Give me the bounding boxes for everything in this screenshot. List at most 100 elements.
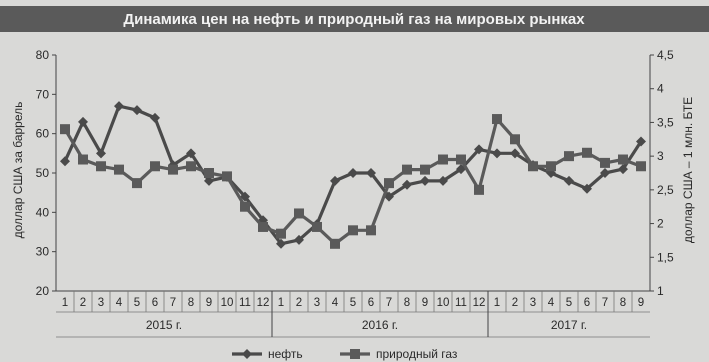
data-point	[636, 136, 646, 147]
data-point	[582, 147, 592, 158]
data-point	[510, 148, 520, 159]
data-point	[564, 175, 574, 186]
data-point	[276, 228, 286, 239]
category-label: 6	[152, 297, 158, 309]
data-point	[60, 124, 70, 135]
left-tick-label: 20	[36, 284, 50, 298]
category-label: 9	[206, 297, 212, 309]
axes	[55, 55, 651, 338]
data-point	[96, 161, 106, 172]
category-label: 2	[512, 297, 518, 309]
data-point	[456, 154, 466, 165]
category-label: 11	[239, 297, 251, 309]
data-point	[222, 171, 232, 182]
data-point	[402, 164, 412, 175]
data-point	[132, 105, 142, 116]
data-point	[150, 161, 160, 172]
data-point	[150, 112, 160, 123]
data-point	[132, 178, 142, 189]
category-label: 7	[170, 297, 176, 309]
data-point	[294, 208, 304, 219]
data-point	[60, 156, 70, 167]
right-tick-label: 1,5	[657, 250, 674, 264]
right-tick-label: 3,5	[657, 115, 674, 129]
category-label: 7	[386, 297, 392, 309]
legend-label: природный газ	[376, 347, 458, 361]
data-point	[402, 179, 412, 190]
data-point	[114, 164, 124, 175]
category-label: 2	[80, 297, 86, 309]
series-oil	[60, 101, 646, 249]
data-point	[96, 148, 106, 159]
category-label: 11	[455, 297, 467, 309]
data-point	[168, 164, 178, 175]
data-point	[312, 221, 322, 232]
data-point	[294, 234, 304, 245]
legend-item: природный газ	[340, 347, 458, 361]
left-tick-label: 60	[36, 127, 50, 141]
data-point	[636, 161, 646, 172]
left-axis-label: доллар США за баррель	[11, 102, 25, 239]
data-point	[474, 184, 484, 195]
category-label: 6	[584, 297, 590, 309]
category-label: 5	[566, 297, 572, 309]
left-tick-label: 70	[36, 87, 50, 101]
category-label: 10	[437, 297, 450, 309]
year-label: 2015 г.	[146, 318, 182, 332]
category-label: 4	[116, 297, 123, 309]
left-axis-ticks: 20 30 40 50 60 70 80	[36, 48, 56, 298]
series-gas	[60, 114, 646, 249]
legend-marker	[350, 349, 360, 359]
right-tick-label: 2,5	[657, 183, 674, 197]
data-point	[258, 221, 268, 232]
data-point	[474, 144, 484, 155]
category-label: 8	[188, 297, 194, 309]
right-tick-label: 3	[657, 149, 664, 163]
year-label: 2017 г.	[551, 318, 587, 332]
category-label: 3	[530, 297, 536, 309]
data-point	[420, 164, 430, 175]
category-label: 4	[332, 297, 339, 309]
data-point	[78, 154, 88, 165]
data-point	[366, 168, 376, 178]
right-tick-label: 4,5	[657, 48, 674, 62]
category-label: 5	[350, 297, 356, 309]
data-point	[600, 168, 610, 178]
left-tick-label: 40	[36, 205, 50, 219]
data-point	[618, 154, 628, 165]
legend-item: нефть	[232, 347, 303, 361]
category-label: 12	[473, 297, 486, 309]
category-label: 1	[278, 297, 284, 309]
data-point	[276, 238, 286, 249]
right-axis-ticks: 1 1,5 2 2,5 3 3,5 4 4,5	[650, 48, 674, 298]
right-tick-label: 4	[657, 82, 664, 96]
legend-label: нефть	[268, 347, 303, 361]
data-point	[204, 175, 214, 186]
left-tick-label: 50	[36, 166, 50, 180]
data-point	[78, 116, 88, 127]
right-axis-label: доллар США – 1 млн. БТЕ	[681, 97, 695, 243]
data-point	[420, 175, 430, 186]
category-label: 9	[422, 297, 428, 309]
data-point	[600, 157, 610, 168]
data-point	[114, 101, 124, 112]
left-tick-label: 80	[36, 48, 50, 62]
series-layer	[60, 101, 646, 249]
category-label: 2	[296, 297, 302, 309]
data-point	[240, 201, 250, 212]
legend: нефть природный газ	[232, 347, 458, 361]
legend-marker	[242, 349, 252, 359]
category-label: 12	[257, 297, 270, 309]
category-label: 9	[638, 297, 644, 309]
title-bar	[0, 6, 709, 32]
data-point	[384, 178, 394, 189]
data-point	[438, 175, 448, 186]
data-point	[348, 225, 358, 236]
category-label: 7	[602, 297, 608, 309]
x-axis-years: 2015 г. 2016 г. 2017 г.	[146, 291, 587, 337]
data-point	[618, 164, 628, 175]
year-label: 2016 г.	[362, 318, 398, 332]
category-label: 3	[98, 297, 104, 309]
